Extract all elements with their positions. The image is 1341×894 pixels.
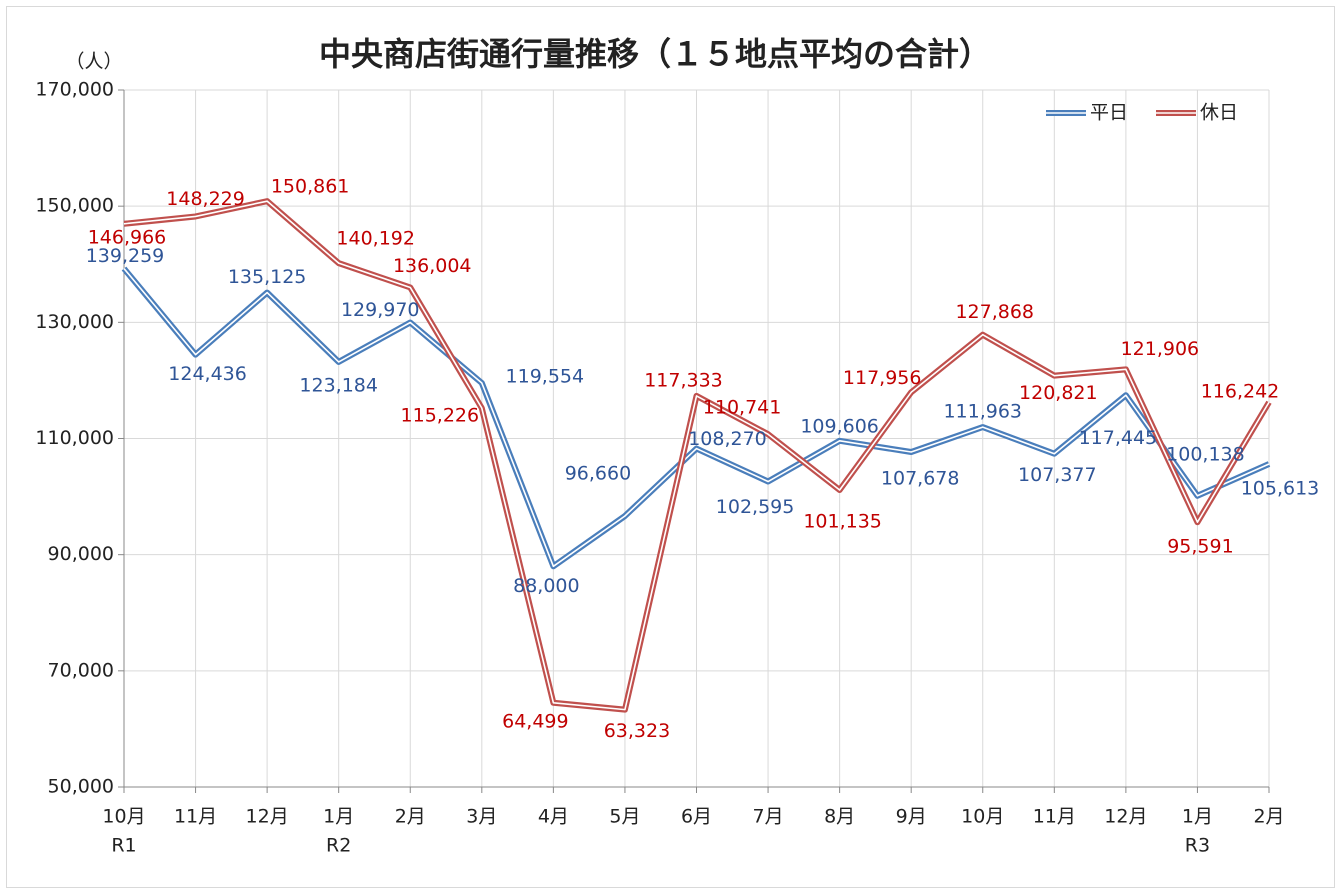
y-tick-label: 70,000 (48, 659, 114, 681)
data-label: 105,613 (1241, 477, 1320, 499)
x-tick-label: 3月 (466, 806, 497, 828)
x-tick-label: 2月 (1253, 806, 1284, 828)
data-label: 115,226 (401, 405, 480, 427)
y-tick-label: 170,000 (35, 79, 114, 101)
data-label: 140,192 (336, 228, 415, 250)
x-tick-label: 4月 (538, 806, 569, 828)
data-label: 135,125 (228, 266, 307, 288)
x-tick-label: 7月 (753, 806, 784, 828)
legend-label: 平日 (1090, 102, 1128, 124)
x-tick-label: 2月 (395, 806, 426, 828)
data-label: 110,741 (703, 397, 782, 419)
chart-border (6, 6, 1335, 888)
x-tick-label: 12月 (246, 806, 289, 828)
series-line-inner (123, 200, 1270, 711)
data-label: 64,499 (502, 710, 568, 732)
data-label: 120,821 (1019, 382, 1098, 404)
y-tick-label: 90,000 (48, 543, 114, 565)
data-label: 117,956 (843, 367, 922, 389)
data-label: 116,242 (1201, 381, 1280, 403)
data-label: 95,591 (1167, 536, 1233, 558)
x-tick-label: 11月 (174, 806, 217, 828)
data-label: 119,554 (506, 366, 585, 388)
data-label: 100,138 (1166, 443, 1245, 465)
x-group-label: R3 (1185, 835, 1210, 857)
data-label: 117,445 (1079, 427, 1158, 449)
x-group-label: R2 (326, 835, 351, 857)
x-tick-label: 9月 (896, 806, 927, 828)
data-label: 136,004 (393, 255, 472, 277)
data-label: 102,595 (716, 496, 795, 518)
x-tick-label: 6月 (681, 806, 712, 828)
x-tick-label: 11月 (1033, 806, 1076, 828)
data-label: 101,135 (803, 510, 882, 532)
chart-title: 中央商店街通行量推移（１５地点平均の合計） (319, 35, 991, 73)
series-line-inner (123, 268, 1270, 568)
data-label: 129,970 (341, 299, 420, 321)
x-tick-label: 1月 (323, 806, 354, 828)
data-label: 63,323 (604, 720, 670, 742)
data-label: 139,259 (86, 245, 165, 267)
data-label: 108,270 (688, 428, 767, 450)
y-axis-label: （人） (65, 51, 122, 73)
x-tick-label: 1月 (1182, 806, 1213, 828)
y-tick-label: 50,000 (48, 776, 114, 798)
data-label: 146,966 (88, 226, 167, 248)
y-tick-label: 150,000 (35, 195, 114, 217)
data-label: 123,184 (299, 374, 378, 396)
data-label: 111,963 (943, 401, 1022, 423)
data-label: 121,906 (1121, 338, 1200, 360)
data-label: 88,000 (513, 575, 579, 597)
x-tick-label: 10月 (961, 806, 1004, 828)
data-label: 107,678 (881, 467, 960, 489)
x-tick-label: 10月 (102, 806, 145, 828)
data-label: 117,333 (644, 369, 723, 391)
x-group-label: R1 (111, 835, 136, 857)
y-tick-label: 110,000 (35, 427, 114, 449)
data-label: 109,606 (800, 415, 879, 437)
x-tick-label: 8月 (824, 806, 855, 828)
legend-label: 休日 (1200, 102, 1238, 124)
x-tick-label: 12月 (1104, 806, 1147, 828)
data-label: 127,868 (955, 301, 1034, 323)
y-tick-label: 130,000 (35, 311, 114, 333)
x-tick-label: 5月 (609, 806, 640, 828)
data-label: 150,861 (271, 176, 350, 198)
data-label: 148,229 (166, 188, 245, 210)
data-label: 124,436 (168, 363, 247, 385)
data-label: 107,377 (1018, 464, 1097, 486)
data-label: 96,660 (565, 462, 631, 484)
